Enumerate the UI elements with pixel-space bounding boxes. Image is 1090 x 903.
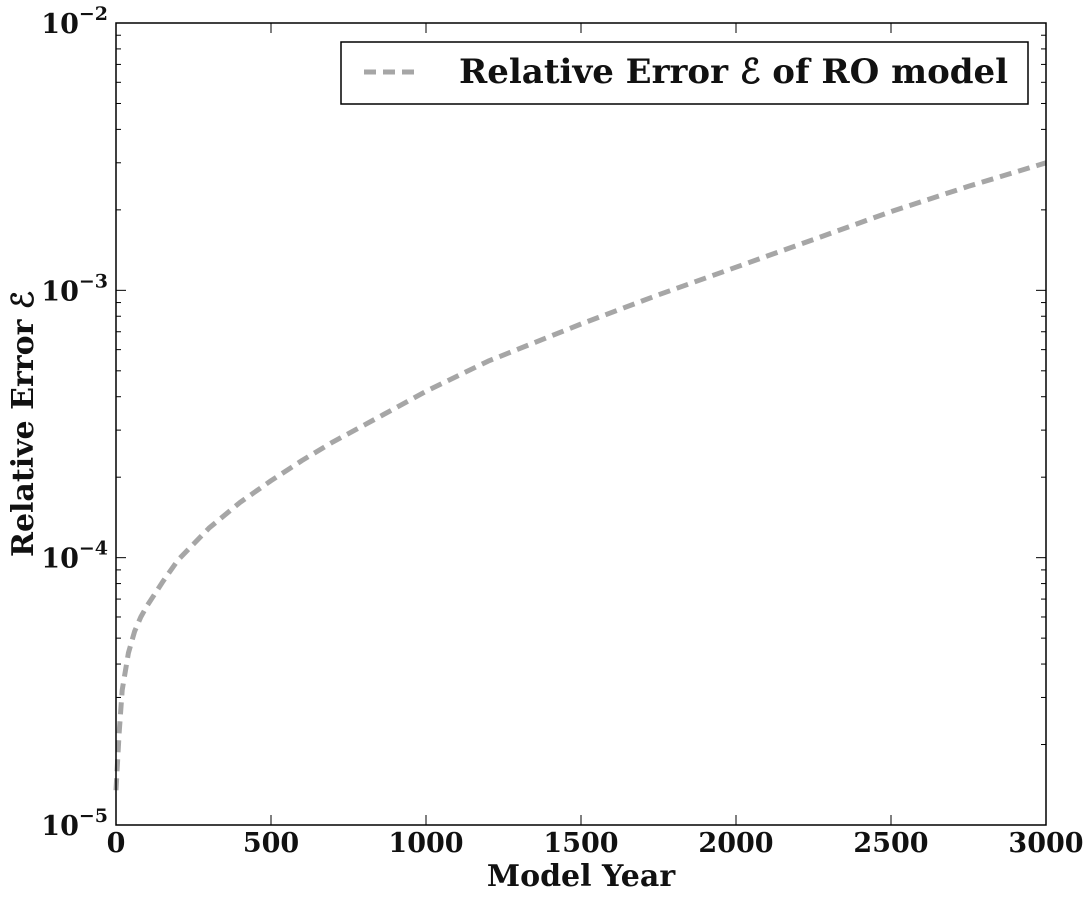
x-tick-label: 2500 [853, 828, 928, 859]
y-tick-labels: 10−5 10−4 10−3 10−2 [41, 3, 108, 842]
legend: Relative Error ℰ of RO model [340, 41, 1029, 105]
y-tick-label: 10−3 [41, 270, 108, 307]
x-axis-title: Model Year [487, 859, 676, 894]
legend-box [340, 41, 1029, 105]
x-tick-label: 3000 [1008, 828, 1083, 859]
x-tick-labels: 0 500 1000 1500 2000 2500 3000 [107, 828, 1084, 859]
series-line [113, 160, 1047, 791]
y-axis-title: Relative Error ℰ [6, 291, 41, 557]
x-tick-label: 0 [107, 828, 126, 859]
x-tick-label: 500 [243, 828, 299, 859]
x-tick-label: 1500 [543, 828, 618, 859]
y-tick-label: 10−2 [41, 3, 108, 40]
y-tick-label: 10−5 [41, 805, 108, 842]
y-tick-label: 10−4 [41, 538, 108, 575]
plot-frame [115, 22, 1047, 826]
x-tick-label: 1000 [388, 828, 463, 859]
ticks-layer [115, 22, 1047, 826]
legend-label: Relative Error ℰ of RO model [459, 52, 1008, 92]
plot-area [113, 160, 1047, 791]
x-tick-label: 2000 [698, 828, 773, 859]
